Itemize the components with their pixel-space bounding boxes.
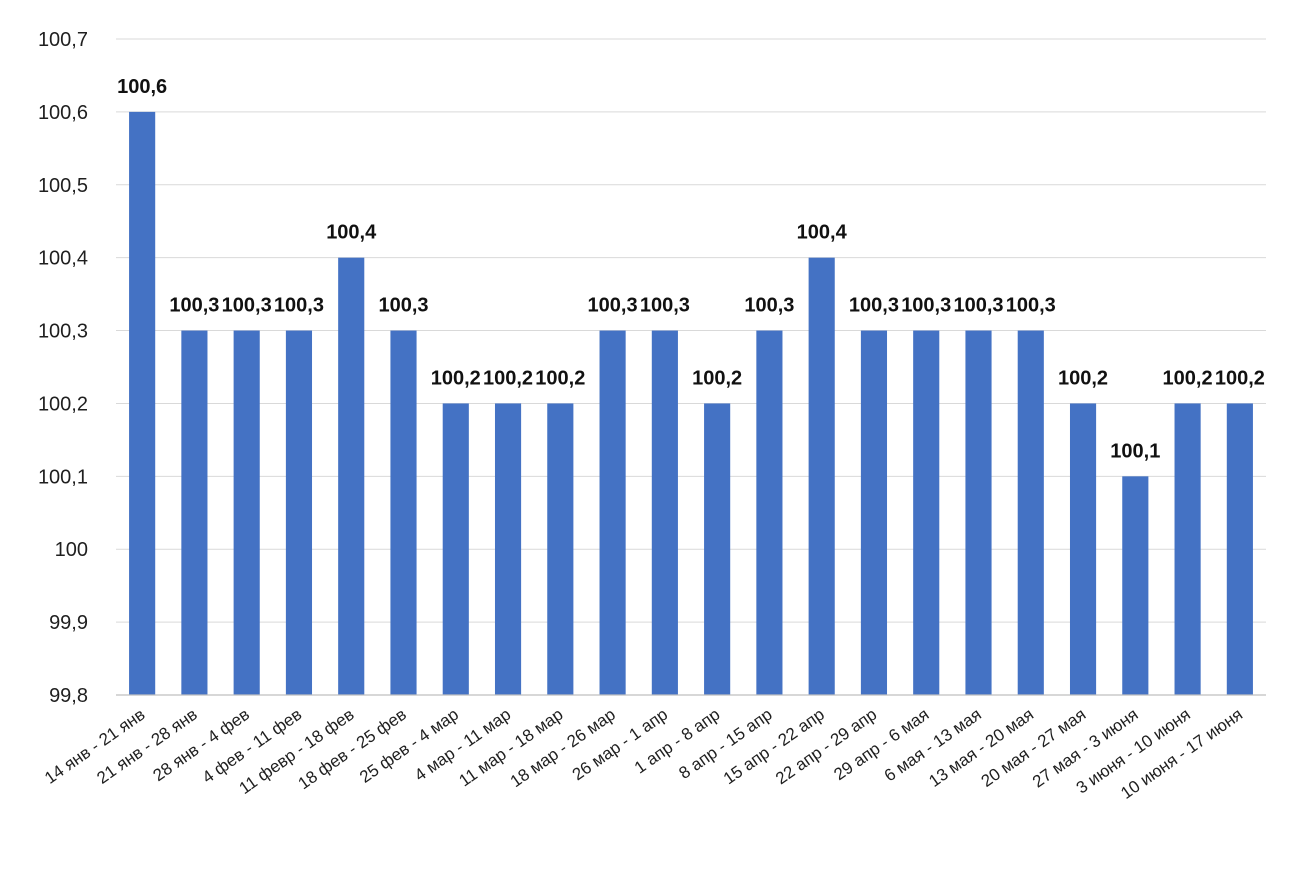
data-label: 100,3 bbox=[169, 295, 219, 317]
y-tick-label: 100 bbox=[55, 539, 88, 561]
bar bbox=[756, 330, 783, 695]
y-tick-label: 100,6 bbox=[38, 102, 88, 124]
bars bbox=[129, 111, 1253, 695]
y-tick-label: 100,5 bbox=[38, 175, 88, 197]
bar bbox=[338, 257, 365, 695]
bar bbox=[494, 403, 522, 695]
y-tick-label: 99,9 bbox=[49, 612, 88, 634]
data-label: 100,3 bbox=[744, 295, 794, 317]
data-label: 100,3 bbox=[378, 295, 428, 317]
bar bbox=[808, 257, 835, 695]
data-label: 100,2 bbox=[692, 367, 742, 389]
data-label: 100,3 bbox=[953, 295, 1003, 317]
data-label: 100,4 bbox=[797, 222, 848, 244]
bar bbox=[1122, 476, 1149, 695]
data-label: 100,2 bbox=[1058, 367, 1108, 389]
data-label: 100,2 bbox=[1215, 367, 1265, 389]
data-label: 100,3 bbox=[1006, 295, 1056, 317]
bar bbox=[651, 330, 678, 695]
data-label: 100,3 bbox=[901, 295, 951, 317]
bar bbox=[285, 330, 313, 695]
data-label: 100,1 bbox=[1110, 440, 1160, 462]
data-label: 100,3 bbox=[274, 295, 324, 317]
y-tick-label: 100,4 bbox=[38, 248, 88, 270]
data-label: 100,3 bbox=[222, 295, 272, 317]
y-tick-label: 99,8 bbox=[49, 685, 88, 707]
bar bbox=[1069, 403, 1097, 695]
data-label: 100,2 bbox=[535, 367, 585, 389]
data-label: 100,2 bbox=[431, 367, 481, 389]
data-label: 100,4 bbox=[326, 222, 377, 244]
y-tick-labels: 99,8 99,9 100 100,1 100,2 100,3 100,4 100,5 100,… bbox=[38, 29, 88, 707]
bar bbox=[442, 403, 469, 695]
y-tick-label: 100,2 bbox=[38, 393, 88, 415]
data-label: 100,3 bbox=[588, 295, 638, 317]
bar bbox=[860, 330, 888, 695]
y-tick-label: 100,3 bbox=[38, 321, 88, 343]
bar bbox=[1226, 403, 1253, 695]
bar bbox=[1174, 403, 1201, 695]
bar bbox=[704, 403, 731, 695]
bar bbox=[181, 330, 208, 695]
data-label: 100,3 bbox=[849, 295, 899, 317]
bar bbox=[233, 330, 260, 695]
bar bbox=[1017, 330, 1044, 695]
bar bbox=[547, 403, 574, 695]
y-tick-label: 100,7 bbox=[38, 29, 88, 51]
data-label: 100,2 bbox=[483, 367, 533, 389]
bar bbox=[965, 330, 992, 695]
data-label: 100,2 bbox=[1163, 367, 1213, 389]
y-tick-label: 100,1 bbox=[38, 466, 88, 488]
data-label: 100,6 bbox=[117, 76, 167, 98]
bar bbox=[129, 111, 156, 695]
data-label: 100,3 bbox=[640, 295, 690, 317]
bar bbox=[599, 330, 626, 695]
bar bbox=[913, 330, 940, 695]
bar bbox=[390, 330, 417, 695]
